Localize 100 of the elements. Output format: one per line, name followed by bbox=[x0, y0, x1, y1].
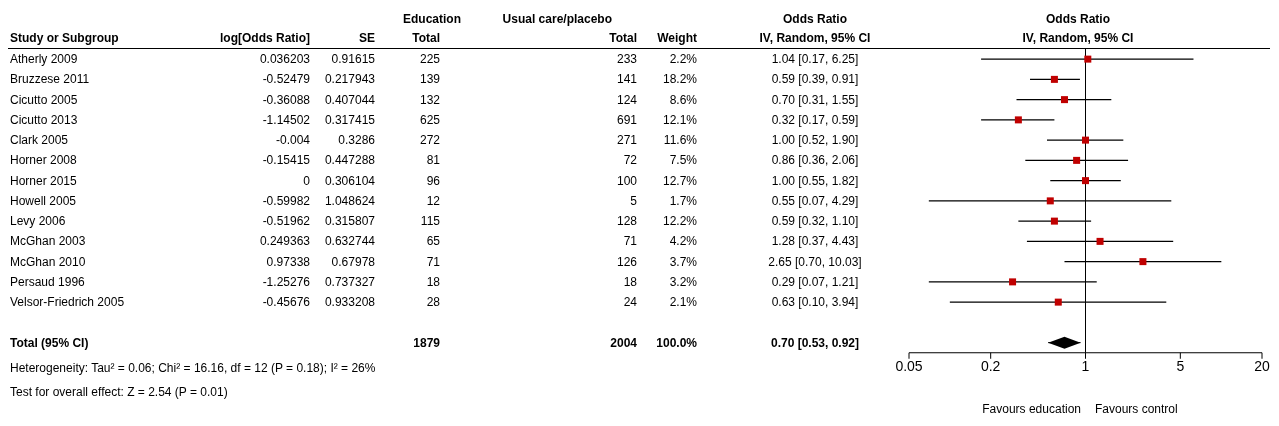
x-tick-label: 5 bbox=[1176, 357, 1185, 374]
data-label: -0.15415 bbox=[261, 152, 310, 170]
data-label: 128 bbox=[615, 213, 637, 231]
data-label: 225 bbox=[419, 52, 440, 67]
text: Study or Subgroup bbox=[10, 30, 120, 47]
data-label: 124 bbox=[615, 91, 637, 109]
x-tick-label: 0.2 bbox=[980, 357, 1001, 374]
text: IV, Random, 95% CI bbox=[758, 30, 872, 47]
data-label: 126 bbox=[615, 253, 637, 271]
data-label: 0.447288 bbox=[324, 153, 375, 168]
data-label: 0.59 [0.39, 0.91] bbox=[770, 71, 860, 89]
data-label: 0.737327 bbox=[324, 274, 375, 289]
text: SE bbox=[358, 31, 375, 45]
data-label: 24 bbox=[622, 294, 637, 312]
data-label: 71 bbox=[622, 233, 637, 251]
data-label: 0.933208 bbox=[324, 295, 375, 310]
x-tick-label: 20 bbox=[1254, 357, 1270, 374]
data-label: 0.306104 bbox=[324, 173, 375, 188]
data-label: 691 bbox=[615, 111, 637, 129]
data-label: 0.70 [0.53, 0.92] bbox=[769, 334, 861, 352]
data-label: 0.29 [0.07, 1.21] bbox=[770, 273, 860, 291]
data-label: 81 bbox=[426, 153, 440, 168]
category-label: Horner 2008 bbox=[10, 153, 77, 168]
data-label: -0.45676 bbox=[261, 294, 310, 312]
data-label: 100.0% bbox=[656, 335, 697, 350]
text: Heterogeneity: Tau² = 0.06; Chi² = 16.16, df = 12 (P = 0.18); I² = 26% bbox=[10, 360, 377, 377]
data-label: 3.2% bbox=[669, 274, 697, 289]
data-label: 1.7% bbox=[669, 193, 697, 208]
category-label: Levy 2006 bbox=[10, 214, 66, 229]
category-label: McGhan 2003 bbox=[10, 234, 86, 249]
category-label: Horner 2015 bbox=[10, 172, 78, 190]
data-label: 115 bbox=[420, 214, 440, 229]
data-label: 139 bbox=[419, 72, 440, 87]
data-label: 0.317415 bbox=[324, 112, 375, 127]
category-label: Velsor-Friedrich 2005 bbox=[10, 295, 125, 310]
data-label: 0.55 [0.07, 4.29] bbox=[770, 192, 860, 210]
data-label: 65 bbox=[426, 234, 440, 249]
data-label: 0.59 [0.32, 1.10] bbox=[770, 213, 860, 231]
data-label: 11.6% bbox=[663, 133, 697, 148]
text: Total bbox=[412, 31, 440, 45]
data-label: 271 bbox=[615, 132, 637, 150]
data-label: -1.14502 bbox=[261, 111, 310, 129]
text: Favours control bbox=[1095, 401, 1179, 418]
data-label: 4.2% bbox=[669, 234, 697, 249]
category-label: Clark 2005 bbox=[10, 132, 70, 150]
data-label: -0.59982 bbox=[261, 192, 310, 210]
data-label: 1.00 [0.52, 1.90] bbox=[770, 132, 860, 150]
data-label: 12 bbox=[426, 193, 440, 208]
data-label: 2.65 [0.70, 10.03] bbox=[767, 253, 863, 271]
data-label: 12.2% bbox=[662, 214, 697, 229]
data-label: 12.1% bbox=[662, 112, 697, 127]
text: Odds Ratio bbox=[782, 11, 848, 28]
text: Weight bbox=[657, 31, 697, 45]
data-label: -0.36088 bbox=[261, 91, 310, 109]
data-label: 12.7% bbox=[662, 173, 697, 188]
data-label: 0.217943 bbox=[324, 72, 375, 87]
chart-subtitle: IV, Random, 95% CI bbox=[1021, 30, 1135, 47]
data-label: 0.70 [0.31, 1.55] bbox=[770, 91, 860, 109]
data-label: 0.67978 bbox=[331, 254, 375, 269]
category-label: Total (95% CI) bbox=[10, 334, 90, 352]
text: Total bbox=[608, 30, 637, 47]
data-label: 1.04 [0.17, 6.25] bbox=[770, 51, 860, 69]
data-label: 0.3286 bbox=[338, 133, 375, 148]
data-label: 100 bbox=[615, 172, 637, 190]
category-label: Howell 2005 bbox=[10, 193, 77, 208]
data-label: 1.048624 bbox=[324, 193, 375, 208]
data-label: 28 bbox=[426, 295, 440, 310]
x-tick-label: 1 bbox=[1081, 357, 1090, 374]
data-label: -0.52479 bbox=[261, 71, 310, 89]
data-label: 0.315807 bbox=[324, 214, 375, 229]
data-label: -0.004 bbox=[274, 132, 310, 150]
data-label: 1.00 [0.55, 1.82] bbox=[770, 172, 860, 190]
data-label: 625 bbox=[419, 112, 440, 127]
data-label: 1879 bbox=[412, 334, 440, 352]
category-label: Atherly 2009 bbox=[10, 52, 78, 67]
data-label: 18.2% bbox=[662, 72, 697, 87]
text: Usual care/placebo bbox=[501, 11, 612, 28]
category-label: Cicutto 2005 bbox=[10, 92, 78, 107]
data-label: 0.036203 bbox=[258, 51, 310, 69]
chart-title: Odds Ratio bbox=[1045, 11, 1111, 28]
data-label: -0.51962 bbox=[261, 213, 310, 231]
data-label: 0.91615 bbox=[331, 52, 375, 67]
data-label: 0.407044 bbox=[324, 92, 375, 107]
category-label: McGhan 2010 bbox=[10, 254, 86, 269]
data-label: 0.632744 bbox=[324, 234, 375, 249]
category-label: Bruzzese 2011 bbox=[10, 72, 90, 87]
data-label: 0.63 [0.10, 3.94] bbox=[770, 294, 860, 312]
data-label: 72 bbox=[622, 152, 637, 170]
data-label: 0.32 [0.17, 0.59] bbox=[770, 111, 860, 129]
data-label: 18 bbox=[426, 274, 440, 289]
data-label: 18 bbox=[622, 273, 637, 291]
text: Favours education bbox=[981, 401, 1081, 418]
x-tick-label: 0.05 bbox=[895, 357, 923, 374]
data-label: 7.5% bbox=[669, 153, 697, 168]
data-label: -1.25276 bbox=[261, 273, 310, 291]
data-label: 71 bbox=[426, 254, 440, 269]
data-label: 132 bbox=[419, 92, 440, 107]
category-label: Persaud 1996 bbox=[10, 274, 85, 289]
data-label: 1.28 [0.37, 4.43] bbox=[770, 233, 860, 251]
category-label: Cicutto 2013 bbox=[10, 112, 78, 127]
